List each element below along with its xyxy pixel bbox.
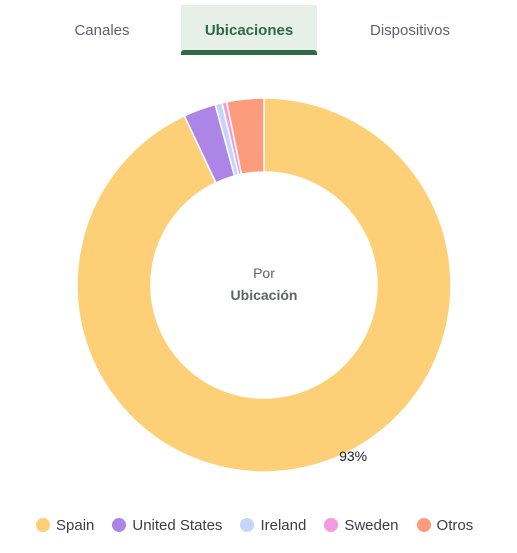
chart-center-line1: Por	[253, 265, 275, 281]
legend-label: Sweden	[344, 516, 399, 534]
tab-dispositivos[interactable]: Dispositivos	[369, 21, 451, 39]
legend-swatch	[36, 518, 50, 532]
legend-item-spain[interactable]: Spain	[36, 517, 94, 534]
legend-item-sweden[interactable]: Sweden	[324, 516, 399, 534]
legend-label: Ireland	[260, 516, 307, 534]
legend-swatch	[112, 518, 127, 532]
legend-swatch	[240, 518, 255, 532]
legend-item-ireland[interactable]: Ireland	[240, 517, 306, 534]
legend-swatch	[416, 518, 431, 532]
legend-item-otros[interactable]: Otros	[416, 516, 474, 534]
legend-item-united-states[interactable]: United States	[112, 517, 222, 534]
tab-ubicaciones[interactable]: Ubicaciones	[181, 5, 317, 55]
data-label-spain: 93%	[339, 448, 367, 464]
slice-spain[interactable]	[76, 97, 452, 473]
active-tab-indicator	[181, 50, 317, 55]
chart-legend: Spain United States Ireland Sweden Otros	[36, 514, 491, 536]
donut-chart: 93%	[76, 97, 452, 473]
tab-bar: Canales Ubicaciones Dispositivos	[0, 0, 517, 56]
legend-swatch	[324, 518, 339, 532]
chart-center-line2: Ubicación	[230, 287, 298, 303]
slice-otros[interactable]	[225, 97, 265, 176]
legend-label: Otros	[436, 516, 474, 534]
tab-canales[interactable]: Canales	[74, 21, 130, 39]
legend-label: Spain	[56, 516, 95, 534]
legend-label: United States	[132, 516, 223, 534]
